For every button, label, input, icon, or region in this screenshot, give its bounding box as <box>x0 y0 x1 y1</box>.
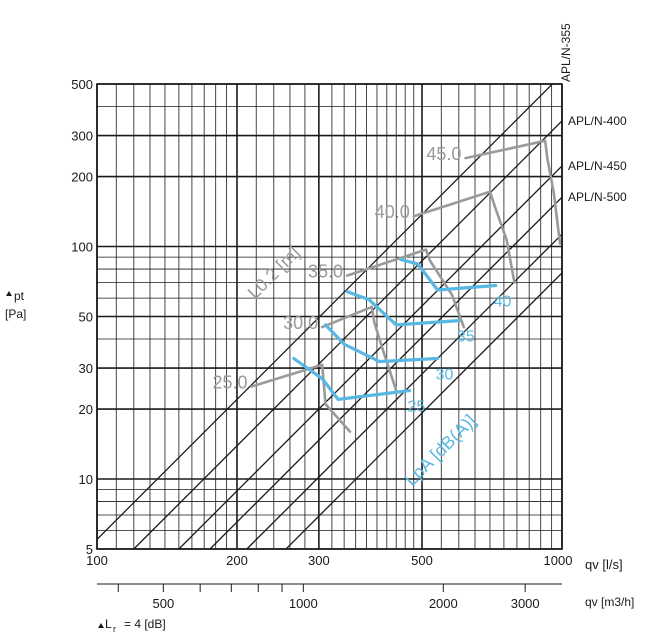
system-line-label: APL/N-400 <box>568 114 627 128</box>
lpa-curve <box>323 323 440 364</box>
footnote-prefix: L <box>105 617 112 631</box>
lpa-curves <box>292 257 498 401</box>
x-tick-label: 1000 <box>544 553 573 568</box>
lpa-curve-label: 35 <box>457 329 475 346</box>
system-line-labels: APL/N-355 APL/N-400 APL/N-450 APL/N-500 <box>559 23 627 204</box>
x-tick-labels: 100 200 300 500 1000 <box>86 553 572 568</box>
y-tick-label: 300 <box>71 129 93 144</box>
lpa-curve <box>399 257 498 292</box>
secondary-axis-tick-label: 500 <box>152 596 174 611</box>
angle-curve-label: 40.0 <box>375 202 410 222</box>
x-tick-label: 500 <box>411 553 433 568</box>
lpa-curve-labels: 25 30 35 40 <box>408 293 512 415</box>
system-line <box>133 120 562 549</box>
secondary-axis-tick-label: 3000 <box>511 596 540 611</box>
angle-curve-label: 45.0 <box>426 144 461 164</box>
x-tick-label: 100 <box>86 553 108 568</box>
grid <box>96 83 563 550</box>
secondary-axis-label: qv [m3/h] <box>585 595 634 609</box>
angle-curves <box>250 139 562 433</box>
secondary-axis-ticks: 500 1000 2000 3000 <box>117 584 540 611</box>
angle-curve <box>412 190 516 284</box>
system-line-label: APL/N-450 <box>568 159 627 173</box>
angle-curve-label: 35.0 <box>308 262 343 282</box>
secondary-axis-tick-label: 2000 <box>429 596 458 611</box>
y-tick-label: 10 <box>79 472 93 487</box>
lpa-curve-label: 30 <box>436 366 454 383</box>
y-tick-label: 100 <box>71 240 93 255</box>
footnote-sub: r <box>113 624 116 634</box>
y-axis-label-line2: [Pa] <box>5 307 26 321</box>
plot-frame <box>96 83 563 550</box>
y-tick-label: 500 <box>71 77 93 92</box>
x-axis-label: qv [l/s] <box>585 557 623 572</box>
system-line <box>97 84 554 540</box>
system-line <box>209 196 562 549</box>
angle-curve <box>250 363 352 433</box>
delta-icon <box>98 623 104 628</box>
lpa-curve-label: 25 <box>408 399 426 416</box>
angle-curve <box>464 139 562 245</box>
y-tick-label: 20 <box>79 402 93 417</box>
system-line-label: APL/N-500 <box>568 190 627 204</box>
x-tick-label: 300 <box>308 553 330 568</box>
y-tick-label: 5 <box>86 542 93 557</box>
lpa-curve <box>345 290 461 327</box>
y-tick-label: 30 <box>79 361 93 376</box>
footnote-value: = 4 [dB] <box>124 617 166 631</box>
y-tick-labels: 5 10 20 30 50 100 200 300 500 <box>71 77 93 557</box>
footnote: L r = 4 [dB] <box>98 617 166 634</box>
x-tick-label: 200 <box>226 553 248 568</box>
system-line <box>285 272 562 549</box>
angle-curve-label: 25.0 <box>213 372 248 392</box>
y-axis-label: pt [Pa] <box>5 289 26 321</box>
y-tick-label: 50 <box>79 310 93 325</box>
delta-icon <box>6 291 12 296</box>
lpa-curve-label: 40 <box>494 293 512 310</box>
y-tick-label: 200 <box>71 170 93 185</box>
lpa-curve <box>292 356 412 401</box>
y-axis-label-line1: pt <box>14 289 25 303</box>
system-line-label: APL/N-355 <box>559 23 573 82</box>
angle-curve-label: 30.0 <box>283 313 318 333</box>
system-lines <box>97 84 562 549</box>
angle-curve-labels: 25.0 30.0 35.0 40.0 45.0 <box>213 144 462 392</box>
secondary-axis-tick-label: 1000 <box>289 596 318 611</box>
